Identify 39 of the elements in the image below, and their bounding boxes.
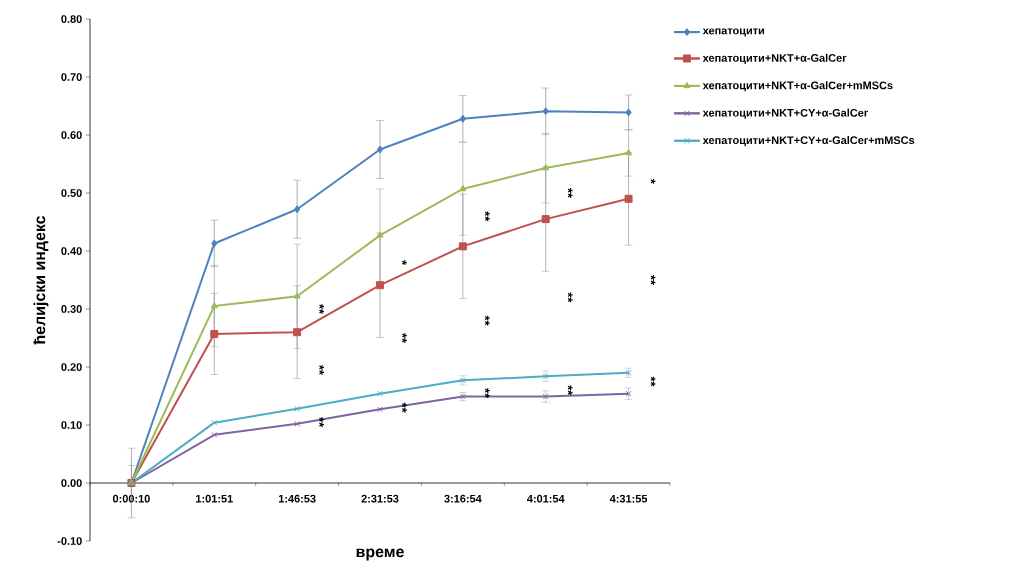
y-tick-label: 0.10 xyxy=(61,421,82,429)
annotation: ** xyxy=(484,388,490,399)
y-tick-label: 0.60 xyxy=(61,131,82,139)
annotation: ** xyxy=(567,385,573,396)
annotation: ** xyxy=(319,364,324,375)
x-tick-label: 4:01:54 xyxy=(527,494,565,503)
annotation: ** xyxy=(402,402,407,413)
y-tick-label: 0.70 xyxy=(61,73,82,81)
x-tick-label: 3:16:54 xyxy=(444,494,482,503)
annotation: * xyxy=(402,260,407,266)
y-tick-label: 0.50 xyxy=(61,189,82,197)
legend-label: хепатоцити+NKT+α-GalCer+mMSCs xyxy=(702,81,893,92)
annotation: ** xyxy=(650,376,656,387)
annotation: ** xyxy=(484,315,490,326)
y-tick-label: 0.00 xyxy=(61,479,82,487)
annotation: ** xyxy=(650,274,656,286)
y-tick-label: 0.40 xyxy=(61,247,82,255)
annotation: ** xyxy=(319,303,324,315)
x-tick-label: 1:01:51 xyxy=(196,494,233,503)
y-axis-title: ћелијски индекс xyxy=(33,215,49,345)
x-tick-label: 2:31:53 xyxy=(361,494,399,503)
y-tick-label: 0.80 xyxy=(61,15,82,23)
legend-label: хепатоцити+NKT+CY+α-GalCer+mMSCs xyxy=(702,136,915,147)
annotation: ** xyxy=(484,211,490,222)
x-tick-label: 0:00:10 xyxy=(112,494,150,503)
y-tick-label: -0.10 xyxy=(57,537,82,545)
x-tick-label: 1:46:53 xyxy=(278,494,316,503)
y-tick-label: 0.20 xyxy=(61,363,82,371)
annotation: ** xyxy=(402,332,407,344)
annotation: ** xyxy=(567,292,573,303)
legend-label: хепатоцити+NKT+α-GalCer xyxy=(702,53,847,64)
y-tick-label: 0.30 xyxy=(61,305,82,313)
legend-label: хепатоцити xyxy=(702,28,765,37)
x-axis-title: време xyxy=(356,548,404,561)
annotation: ** xyxy=(319,417,324,428)
x-tick-label: 4:31:55 xyxy=(609,494,648,503)
annotation: * xyxy=(650,178,656,184)
legend-label: хепатоцити+NKT+CY+α-GalCer xyxy=(702,108,868,119)
annotation: ** xyxy=(567,187,573,199)
